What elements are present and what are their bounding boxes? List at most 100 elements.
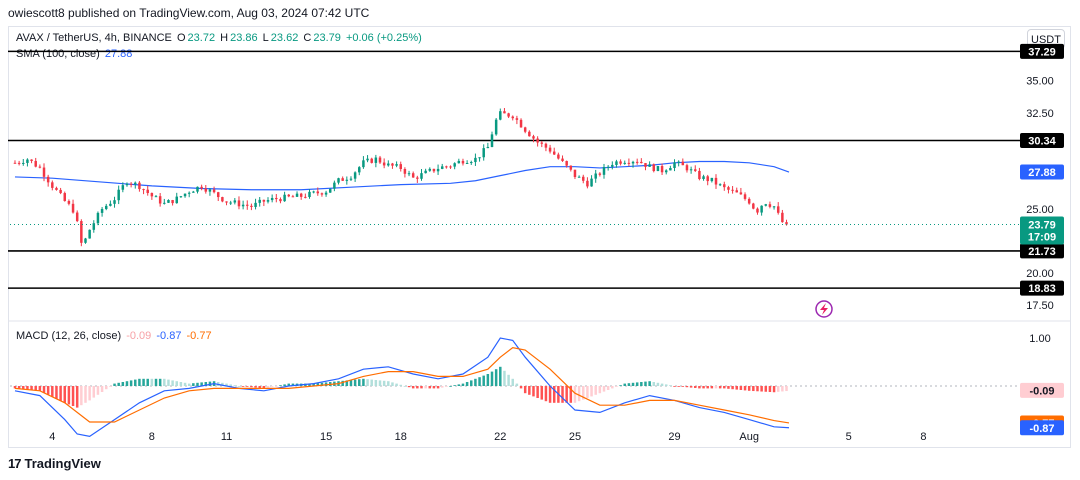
candle-body [358, 167, 361, 173]
candle-body [283, 194, 286, 202]
macd-hist-bar [146, 378, 149, 386]
macd-hist-bar [38, 386, 42, 391]
ohlc-low-label: L [262, 32, 269, 44]
macd-hist-bar [528, 386, 531, 395]
candle-body [627, 162, 631, 164]
candle-body [154, 196, 158, 198]
candle-body [262, 199, 266, 202]
time-tick-label: 29 [668, 431, 680, 443]
symbol-label[interactable]: AVAX / TetherUS, 4h, BINANCE [16, 32, 172, 44]
macd-hist-bar [669, 385, 672, 386]
price-badge: 30.34 [1028, 136, 1056, 148]
time-tick-label: 22 [494, 431, 506, 443]
candle-body [727, 187, 730, 190]
candle-body [611, 164, 614, 167]
candle-body [677, 161, 680, 163]
candle-body [490, 134, 494, 147]
candle-body [374, 157, 378, 163]
macd-hist-bar [702, 386, 705, 389]
macd-hist-bar [739, 386, 743, 390]
candle-body [623, 162, 626, 164]
candle-body [565, 161, 568, 166]
macd-hist-bar [735, 386, 738, 390]
macd-hist-bar [706, 386, 709, 389]
candle-body [756, 208, 759, 213]
candle-body [279, 199, 282, 202]
candle-body [216, 192, 220, 198]
lightning-icon[interactable] [815, 300, 833, 318]
macd-hist-bar [395, 383, 398, 386]
price-badge: 27.88 [1028, 167, 1056, 179]
macd-hist-bar [785, 386, 788, 392]
candle-body [615, 161, 618, 165]
candle-body [295, 193, 299, 197]
candle-body [88, 229, 91, 239]
macd-hist-bar [482, 375, 485, 386]
candle-body [743, 194, 747, 199]
candle-body [532, 136, 535, 139]
macd-hist-bar [677, 386, 680, 387]
candle-body [528, 131, 531, 137]
time-tick-label: 5 [846, 431, 852, 443]
macd-hist-bar [196, 382, 199, 386]
time-axis: 4 8 11 15 18 22 25 29 Aug 5 8 [49, 431, 926, 443]
macd-hist-bar [67, 386, 71, 405]
candle-body [540, 142, 544, 144]
time-tick-label: 8 [920, 431, 926, 443]
candle-body [768, 204, 772, 207]
candle-body [59, 189, 62, 194]
macd-hist-bar [353, 379, 357, 386]
macd-hist-bar [756, 386, 759, 392]
macd-hist-bar [598, 386, 602, 394]
candle-body [316, 191, 320, 194]
macd-hist-bar [648, 381, 651, 386]
last-price-badge: 23.79 [1028, 220, 1056, 232]
ohlc-close-label: C [303, 32, 312, 44]
macd-hist-bar [113, 383, 116, 386]
time-tick-label: 15 [320, 431, 332, 443]
candle-body [776, 206, 780, 213]
symbol-legend[interactable]: AVAX / TetherUS, 4h, BINANCE O 23.72 H 23.… [16, 32, 424, 44]
candle-body [237, 200, 241, 207]
candle-body [378, 157, 382, 163]
candle-body [606, 166, 610, 168]
time-tick-label: Aug [739, 431, 759, 443]
macd-hist-bar [275, 386, 278, 387]
macd-hist-bar [349, 380, 353, 386]
macd-hist-bar [627, 383, 631, 386]
macd-hist-bar [436, 386, 440, 389]
macd-hist-bar [55, 386, 58, 399]
candle-body [366, 158, 369, 161]
macd-hist-bar [582, 386, 585, 400]
candle-body [399, 164, 402, 170]
macd-hist-bar [109, 386, 112, 387]
horizontal-levels [8, 50, 1020, 289]
macd-hist-bar [764, 386, 768, 392]
macd-hist-bar [523, 386, 527, 394]
macd-hist-bar [727, 386, 730, 389]
macd-legend[interactable]: MACD (12, 26, close) -0.09 -0.87 -0.77 [16, 330, 214, 342]
chart-panel[interactable] [8, 26, 1071, 448]
candle-body [411, 173, 415, 178]
macd-hist-bar [270, 386, 274, 387]
macd-hist-bar [453, 385, 456, 386]
ohlc-change-value: +0.06 (+0.25%) [345, 32, 422, 44]
macd-hist-bar [656, 382, 660, 386]
macd-hist-bar [552, 386, 556, 403]
candle-body [644, 163, 647, 167]
macd-hist-bar [204, 382, 208, 386]
candle-body [80, 221, 83, 243]
candle-body [523, 127, 527, 132]
candle-body [714, 177, 718, 185]
macd-hist-bar [391, 382, 394, 386]
macd-hist-bar [13, 386, 17, 389]
candle-body [382, 162, 386, 166]
tradingview-logo[interactable]: 17 TradingView [8, 456, 101, 471]
macd-hist-bar [100, 386, 104, 392]
macd-label[interactable]: MACD (12, 26, close) [16, 330, 122, 342]
candle-body [656, 166, 660, 172]
price-badge: 18.83 [1028, 283, 1056, 295]
macd-hist-bar [569, 386, 573, 403]
candle-body [685, 165, 689, 171]
